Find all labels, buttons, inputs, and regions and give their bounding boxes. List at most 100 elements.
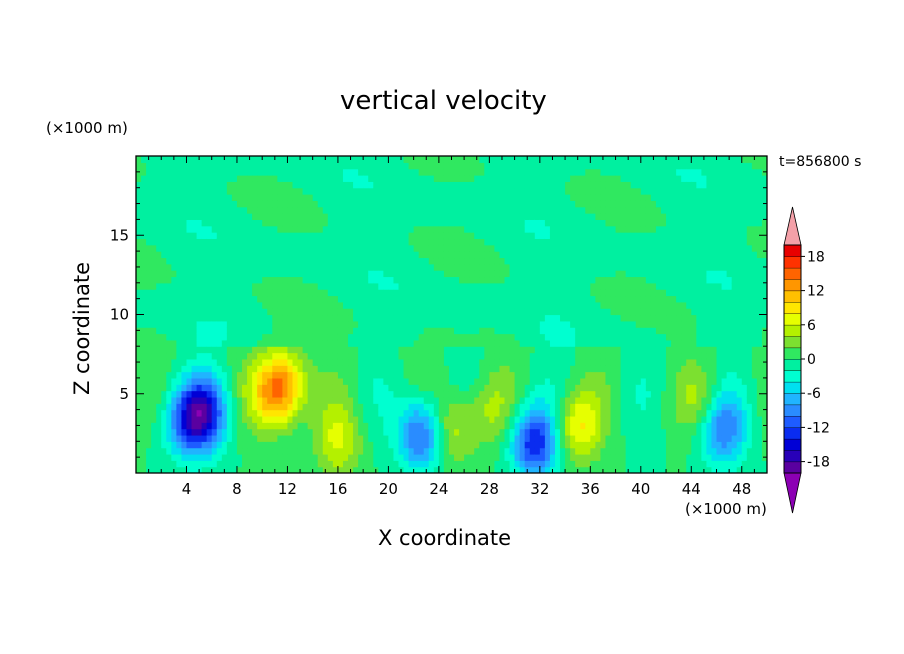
field-cell	[186, 466, 193, 473]
field-cell	[459, 320, 465, 328]
field-cell	[469, 213, 475, 220]
field-cell	[221, 219, 228, 227]
field-cell	[464, 365, 470, 373]
field-cell	[342, 276, 349, 284]
field-cell	[554, 251, 561, 259]
field-cell	[575, 403, 581, 411]
field-cell	[560, 384, 566, 392]
field-cell	[595, 377, 602, 385]
field-cell	[413, 187, 420, 195]
field-cell	[519, 365, 526, 373]
field-cell	[529, 270, 536, 278]
field-cell	[332, 346, 339, 354]
field-cell	[484, 225, 490, 233]
field-cell	[146, 352, 152, 360]
field-cell	[383, 276, 389, 284]
field-cell	[378, 428, 384, 436]
field-cell	[307, 289, 314, 297]
field-cell	[176, 270, 183, 278]
field-cell	[605, 276, 612, 284]
field-cell	[413, 415, 420, 423]
field-cell	[529, 422, 536, 430]
field-cell	[161, 308, 167, 316]
field-cell	[408, 403, 415, 411]
field-cell	[196, 352, 203, 360]
field-cell	[302, 219, 309, 227]
field-cell	[216, 181, 223, 189]
field-cell	[393, 365, 400, 373]
field-cell	[267, 257, 273, 265]
field-cell	[317, 238, 324, 246]
field-cell	[297, 175, 304, 182]
field-cell	[322, 428, 329, 436]
field-cell	[635, 377, 642, 385]
field-cell	[186, 333, 193, 341]
field-cell	[605, 308, 612, 316]
field-cell	[600, 263, 607, 271]
field-cell	[580, 390, 586, 398]
field-cell	[272, 194, 278, 201]
field-cell	[600, 371, 607, 379]
field-cell	[186, 358, 193, 366]
field-cell	[181, 384, 188, 392]
field-cell	[337, 308, 344, 316]
field-cell	[151, 270, 157, 278]
field-cell	[605, 181, 612, 189]
field-cell	[474, 434, 480, 442]
field-cell	[181, 320, 188, 328]
field-cell	[519, 175, 526, 182]
field-cell	[312, 320, 319, 328]
field-cell	[620, 371, 627, 379]
field-cell	[549, 441, 556, 449]
field-cell	[428, 238, 435, 246]
field-cell	[484, 327, 490, 335]
field-cell	[171, 365, 177, 373]
field-cell	[565, 441, 571, 449]
field-cell	[544, 225, 551, 233]
field-cell	[166, 333, 172, 341]
field-cell	[534, 352, 541, 360]
field-cell	[433, 232, 440, 240]
field-cell	[342, 365, 349, 373]
field-cell	[534, 434, 541, 442]
field-cell	[231, 365, 238, 373]
field-cell	[605, 365, 612, 373]
field-cell	[257, 156, 263, 163]
field-cell	[181, 225, 188, 233]
field-cell	[186, 156, 193, 163]
field-cell	[438, 251, 445, 259]
field-cell	[595, 422, 602, 430]
field-cell	[186, 219, 193, 227]
field-cell	[489, 346, 496, 354]
field-cell	[363, 238, 369, 246]
field-cell	[211, 200, 218, 208]
field-cell	[504, 181, 511, 189]
field-cell	[595, 263, 602, 271]
field-cell	[292, 447, 299, 455]
field-cell	[560, 175, 566, 182]
field-cell	[322, 200, 329, 208]
field-cell	[221, 314, 228, 322]
field-cell	[342, 320, 349, 328]
field-cell	[307, 282, 314, 290]
field-cell	[418, 352, 425, 360]
field-cell	[247, 162, 253, 170]
field-cell	[585, 175, 591, 182]
field-cell	[454, 206, 460, 214]
field-cell	[196, 453, 203, 461]
field-cell	[575, 339, 581, 347]
field-cell	[353, 390, 359, 398]
field-cell	[267, 156, 273, 163]
field-cell	[560, 194, 566, 201]
field-cell	[413, 200, 420, 208]
field-cell	[504, 466, 511, 473]
field-cell	[191, 219, 198, 227]
field-cell	[277, 156, 283, 163]
field-cell	[514, 270, 521, 278]
field-cell	[514, 358, 521, 366]
field-cell	[226, 200, 233, 208]
field-cell	[327, 453, 334, 461]
field-cell	[201, 162, 208, 170]
field-cell	[539, 333, 546, 341]
field-cell	[186, 346, 193, 354]
